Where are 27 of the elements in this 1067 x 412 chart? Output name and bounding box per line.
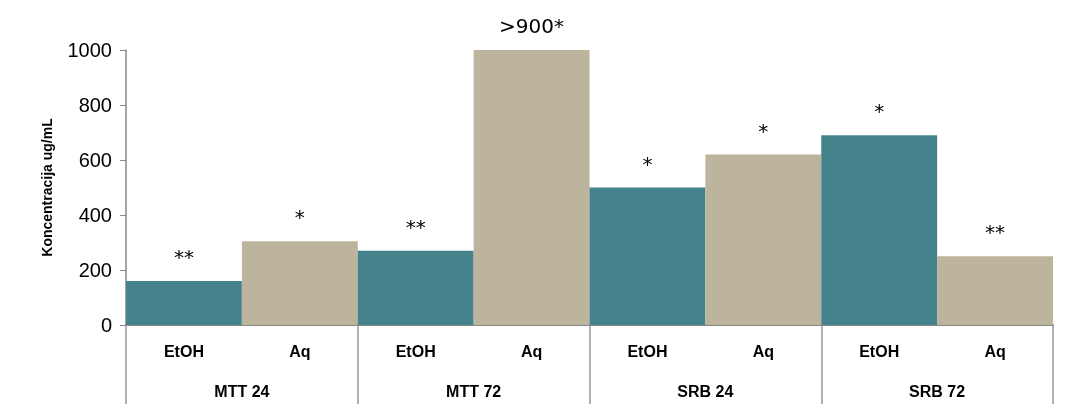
y-tick-label: 400 <box>78 204 112 226</box>
data-label: * <box>642 151 653 176</box>
y-tick-label: 1000 <box>67 39 112 61</box>
x-tick-label: EtOH <box>627 342 668 360</box>
data-label: >900* <box>499 14 565 38</box>
x-tick-label: EtOH <box>859 342 900 360</box>
data-label: ** <box>405 214 426 239</box>
data-label: * <box>758 118 769 143</box>
data-label: ** <box>985 220 1006 245</box>
text: SRB 72 <box>909 382 966 400</box>
data-label: ** <box>173 245 194 269</box>
x-tick-label: Aq <box>289 342 311 360</box>
text: MTT 24 <box>214 382 270 400</box>
x-tick-label: Aq <box>752 342 774 360</box>
x-tick-label: EtOH <box>395 342 436 360</box>
x-tick-label: Aq <box>520 342 543 360</box>
y-axis-title: Koncentracija ug/mL <box>39 117 55 257</box>
y-tick-label: 200 <box>78 259 112 281</box>
y-tick-label: 600 <box>78 149 112 171</box>
text: SRB 24 <box>677 382 734 400</box>
y-tick-label: 800 <box>78 94 112 116</box>
x-tick-label: EtOH <box>163 342 204 360</box>
x-tick-label: Aq <box>984 342 1006 360</box>
data-label: * <box>294 205 305 230</box>
text: MTT 72 <box>446 382 502 400</box>
y-tick-label: 0 <box>100 314 112 336</box>
data-label: * <box>874 99 885 124</box>
